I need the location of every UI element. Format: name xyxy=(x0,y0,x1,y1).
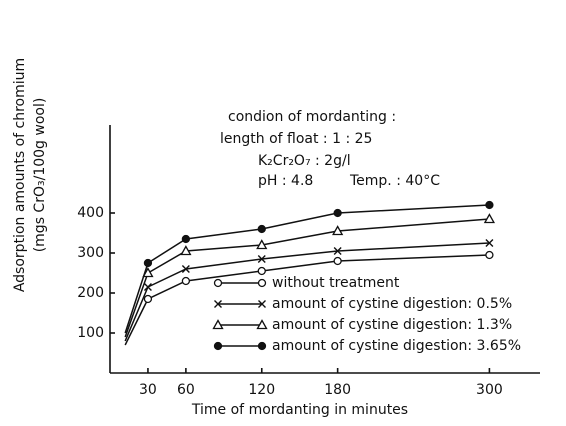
legend-marker xyxy=(257,341,267,351)
y-axis-label: (mgs CrO₃/100g wool) xyxy=(32,98,48,253)
marker xyxy=(181,234,191,244)
x-tick-label: 30 xyxy=(139,382,157,398)
legend-label: amount of cystine digestion: 1.3% xyxy=(272,317,512,333)
legend-marker xyxy=(214,300,222,308)
series-line xyxy=(124,204,490,334)
marker xyxy=(333,208,342,218)
marker xyxy=(485,200,494,210)
annotation: K₂Cr₂O₇ : 2g/l xyxy=(258,153,351,169)
legend-marker xyxy=(213,341,223,351)
marker xyxy=(256,239,268,250)
annotation: length of float : 1 : 25 xyxy=(220,131,372,147)
y-tick-label: 100 xyxy=(77,325,104,341)
x-tick-label: 300 xyxy=(476,382,503,398)
x-tick-label: 60 xyxy=(177,382,195,398)
annotation: condion of mordanting : xyxy=(228,109,396,125)
annotation: pH : 4.8 xyxy=(258,173,313,189)
y-axis-label: Adsorption amounts of chromium xyxy=(12,58,28,292)
marker xyxy=(485,239,494,247)
marker xyxy=(257,255,266,263)
marker xyxy=(333,247,342,255)
series-line xyxy=(124,254,490,346)
marker xyxy=(257,224,266,234)
marker xyxy=(332,225,344,236)
legend-label: amount of cystine digestion: 3.65% xyxy=(272,338,521,354)
marker xyxy=(142,267,154,278)
series-line xyxy=(124,242,490,342)
legend-label: without treatment xyxy=(272,275,400,291)
legend-marker xyxy=(213,278,223,288)
marker xyxy=(257,266,266,276)
marker xyxy=(181,276,191,286)
marker xyxy=(485,250,494,260)
annotation: Temp. : 40°C xyxy=(349,173,440,189)
marker xyxy=(180,245,192,256)
marker xyxy=(143,294,153,304)
x-tick-label: 180 xyxy=(324,382,351,398)
y-tick-label: 300 xyxy=(77,245,104,261)
y-tick-label: 200 xyxy=(77,285,104,301)
y-tick-label: 400 xyxy=(77,205,104,221)
x-axis-label: Time of mordanting in minutes xyxy=(191,402,408,418)
legend-marker xyxy=(256,319,268,330)
marker xyxy=(333,256,342,266)
series-line xyxy=(124,218,490,338)
legend-marker xyxy=(212,319,224,330)
marker xyxy=(143,258,153,268)
x-tick-label: 120 xyxy=(248,382,275,398)
marker xyxy=(483,213,496,224)
legend-marker xyxy=(257,278,267,288)
marker xyxy=(143,283,152,291)
marker xyxy=(181,265,190,273)
legend-label: amount of cystine digestion: 0.5% xyxy=(272,296,512,312)
legend-marker xyxy=(258,300,266,308)
